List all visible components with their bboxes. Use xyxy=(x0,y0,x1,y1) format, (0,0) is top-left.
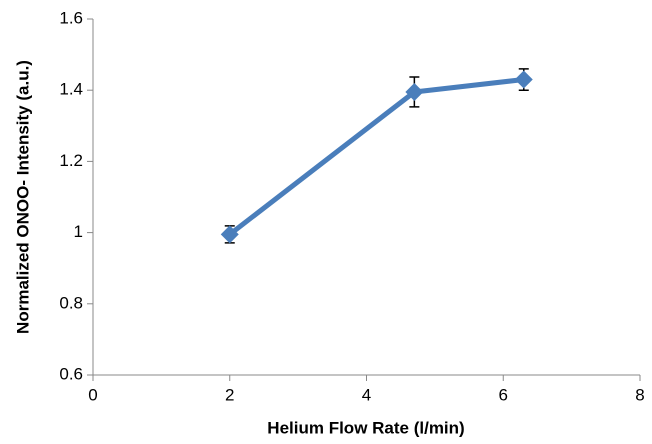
x-tick-label: 4 xyxy=(362,385,371,404)
y-tick-label: 0.8 xyxy=(59,293,83,312)
x-tick-label: 0 xyxy=(88,385,97,404)
x-tick-label: 2 xyxy=(225,385,234,404)
marker xyxy=(405,82,424,101)
y-axis-title: Normalized ONOO- Intensity (a.u.) xyxy=(13,60,32,334)
y-tick-label: 1.6 xyxy=(59,8,83,27)
x-tick-label: 6 xyxy=(499,385,508,404)
x-axis-title: Helium Flow Rate (l/min) xyxy=(267,418,464,437)
x-tick-label: 8 xyxy=(635,385,644,404)
y-tick-label: 0.6 xyxy=(59,364,83,383)
y-tick-label: 1.2 xyxy=(59,151,83,170)
data-line xyxy=(228,77,525,237)
marker xyxy=(514,70,533,89)
y-tick-label: 1 xyxy=(74,222,83,241)
marker xyxy=(220,225,239,244)
y-tick-label: 1.4 xyxy=(59,80,83,99)
